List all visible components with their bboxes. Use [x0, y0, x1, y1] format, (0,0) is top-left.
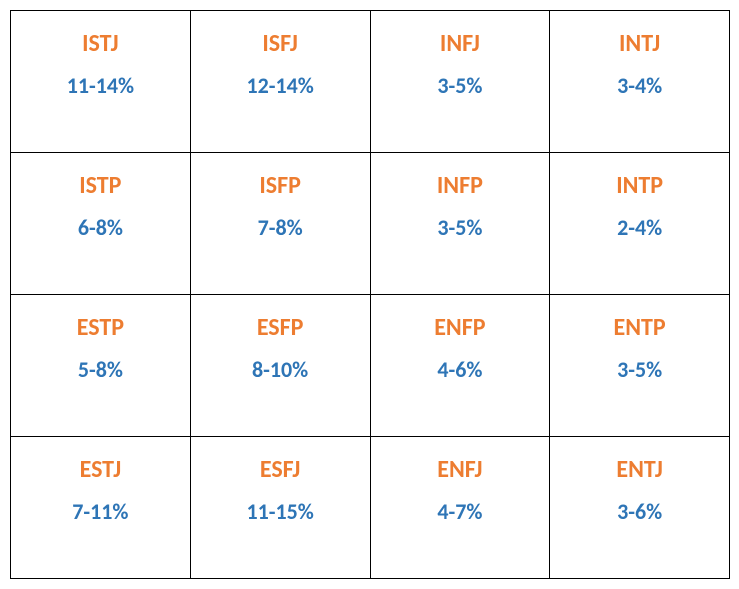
type-percentage: 11-15% [199, 498, 362, 525]
mbti-cell: INTJ 3-4% [550, 11, 730, 153]
type-percentage: 5-8% [19, 356, 182, 383]
type-code: ISTJ [19, 29, 182, 58]
mbti-cell: ISFJ 12-14% [190, 11, 370, 153]
type-code: ENTP [558, 313, 721, 342]
type-percentage: 3-5% [558, 356, 721, 383]
type-code: INFJ [379, 29, 542, 58]
type-percentage: 12-14% [199, 72, 362, 99]
mbti-cell: ISTJ 11-14% [11, 11, 191, 153]
mbti-cell: ENTP 3-5% [550, 295, 730, 437]
type-code: ESFP [199, 313, 362, 342]
type-percentage: 7-11% [19, 498, 182, 525]
type-percentage: 6-8% [19, 214, 182, 241]
type-percentage: 8-10% [199, 356, 362, 383]
mbti-cell: INFP 3-5% [370, 153, 550, 295]
type-percentage: 3-6% [558, 498, 721, 525]
type-code: ENFJ [379, 455, 542, 484]
mbti-cell: ESTP 5-8% [11, 295, 191, 437]
mbti-cell: ESFP 8-10% [190, 295, 370, 437]
type-percentage: 2-4% [558, 214, 721, 241]
type-code: ENTJ [558, 455, 721, 484]
type-code: INFP [379, 171, 542, 200]
type-percentage: 3-5% [379, 214, 542, 241]
type-percentage: 4-7% [379, 498, 542, 525]
type-percentage: 7-8% [199, 214, 362, 241]
table-row: ISTP 6-8% ISFP 7-8% INFP 3-5% INTP 2-4% [11, 153, 730, 295]
type-code: ESTJ [19, 455, 182, 484]
mbti-cell: ENTJ 3-6% [550, 437, 730, 579]
type-code: ISFJ [199, 29, 362, 58]
type-percentage: 3-4% [558, 72, 721, 99]
mbti-cell: ENFJ 4-7% [370, 437, 550, 579]
type-code: ESTP [19, 313, 182, 342]
table-row: ESTJ 7-11% ESFJ 11-15% ENFJ 4-7% ENTJ 3-… [11, 437, 730, 579]
mbti-cell: ESTJ 7-11% [11, 437, 191, 579]
type-code: INTP [558, 171, 721, 200]
mbti-cell: ENFP 4-6% [370, 295, 550, 437]
mbti-cell: ISTP 6-8% [11, 153, 191, 295]
mbti-type-table: ISTJ 11-14% ISFJ 12-14% INFJ 3-5% INTJ 3… [10, 10, 730, 579]
mbti-cell: INTP 2-4% [550, 153, 730, 295]
type-code: INTJ [558, 29, 721, 58]
mbti-cell: ISFP 7-8% [190, 153, 370, 295]
type-code: ISTP [19, 171, 182, 200]
table-row: ISTJ 11-14% ISFJ 12-14% INFJ 3-5% INTJ 3… [11, 11, 730, 153]
type-code: ENFP [379, 313, 542, 342]
type-percentage: 4-6% [379, 356, 542, 383]
mbti-cell: ESFJ 11-15% [190, 437, 370, 579]
type-percentage: 3-5% [379, 72, 542, 99]
table-row: ESTP 5-8% ESFP 8-10% ENFP 4-6% ENTP 3-5% [11, 295, 730, 437]
mbti-cell: INFJ 3-5% [370, 11, 550, 153]
type-code: ESFJ [199, 455, 362, 484]
type-percentage: 11-14% [19, 72, 182, 99]
type-code: ISFP [199, 171, 362, 200]
